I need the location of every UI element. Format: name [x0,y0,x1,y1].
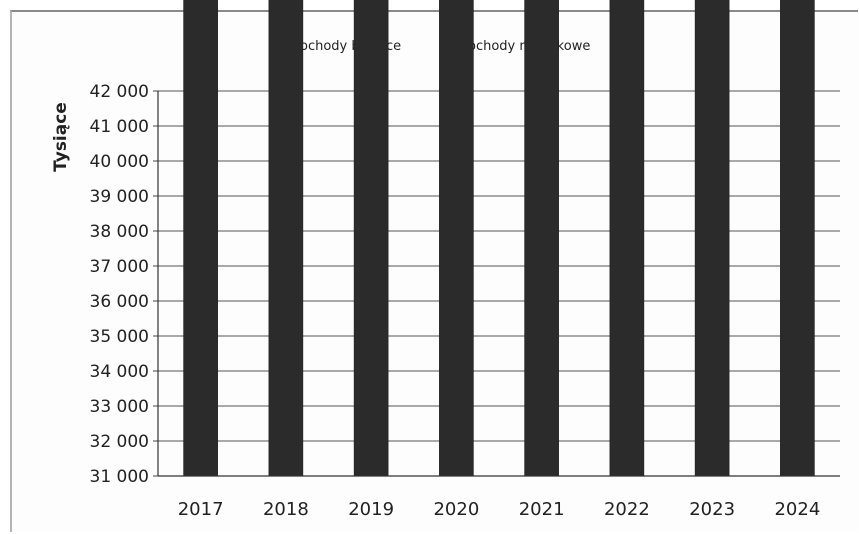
x-tick-labels: 2017 2018 2019 2020 2021 2022 2023 2024 [178,499,821,520]
x-tick-label: 2024 [774,499,820,520]
y-tick-label: 32 000 [90,432,149,452]
bar-dochody-biezace-2019 [353,0,389,477]
bar-dochody-biezace-2021 [524,0,559,477]
y-tick-labels: 31 000 32 000 33 000 34 000 35 000 36 000 37 0… [90,82,149,487]
x-tick-label: 2019 [348,499,394,520]
legend-label-dochody-majatkowe: Dochody majątkowe [458,39,590,54]
y-tick-label: 38 000 [90,222,149,242]
y-tick-label: 39 000 [90,187,149,207]
axes [157,91,840,477]
y-tick-label: 40 000 [90,152,149,172]
bar-dochody-biezace-2018 [268,0,304,477]
y-tick-label: 42 000 [90,82,149,102]
y-tick-label: 31 000 [90,467,149,487]
bars [183,0,815,477]
x-tick-label: 2018 [263,499,309,520]
y-axis-title: Tysiące [51,102,71,172]
bar-dochody-biezace-2017 [183,0,218,477]
y-tick-label: 41 000 [90,117,149,137]
x-tick-label: 2023 [689,499,735,520]
y-tick-label: 34 000 [90,362,149,382]
gridlines [153,90,840,477]
y-tick-label: 33 000 [90,397,149,417]
bar-dochody-biezace-2022 [609,0,645,477]
y-tick-label: 36 000 [90,292,149,312]
y-tick-label: 35 000 [90,327,149,347]
y-tick-label: 37 000 [90,257,149,277]
x-tick-label: 2020 [433,499,479,520]
bar-dochody-biezace-2023 [694,0,730,477]
x-tick-label: 2022 [604,499,650,520]
x-tick-label: 2021 [519,499,565,520]
bar-dochody-biezace-2020 [439,0,474,477]
bar-dochody-biezace-2024 [780,0,815,477]
x-tick-label: 2017 [178,499,224,520]
